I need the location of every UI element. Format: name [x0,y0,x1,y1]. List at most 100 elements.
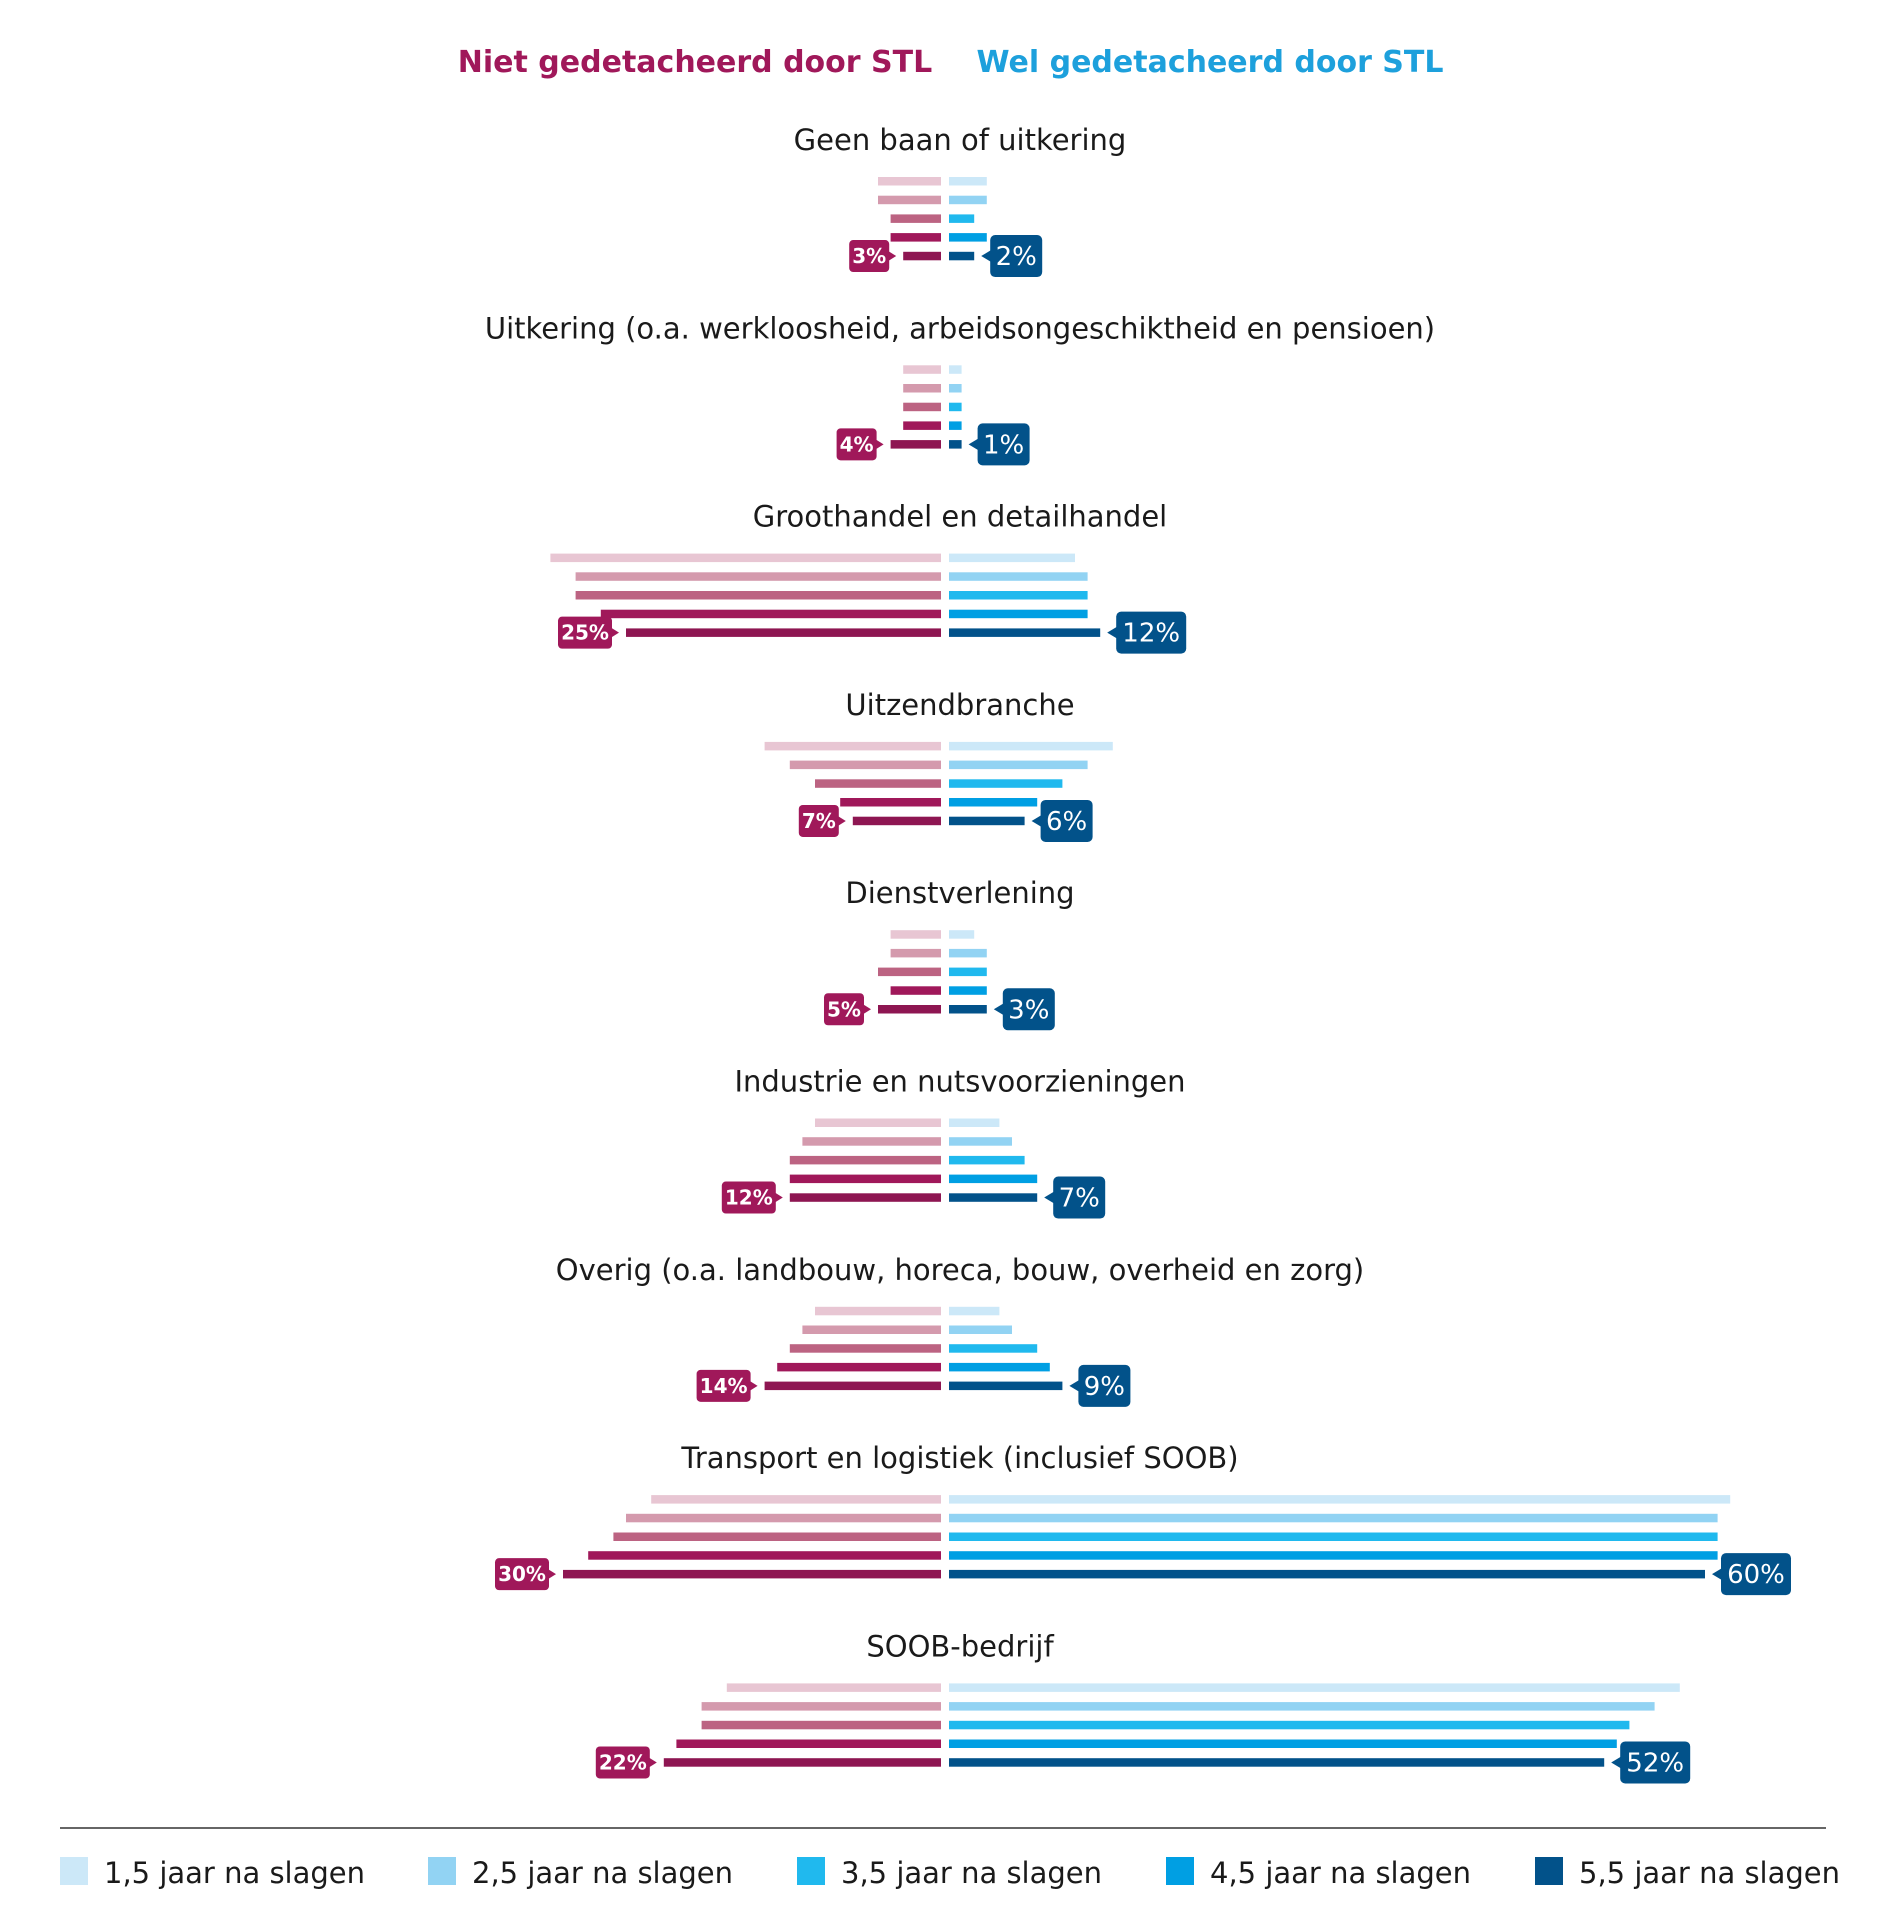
bar-wel-2 [949,1137,1012,1146]
bar-niet-1 [903,365,941,374]
bar-wel-4 [949,1739,1617,1748]
wel-badge-pointer [1611,1756,1622,1769]
bar-niet-4 [777,1362,941,1372]
bar-niet-3 [815,779,941,788]
bar-niet-5 [890,440,941,449]
bar-wel-5 [949,1569,1705,1579]
legend-swatch [797,1857,825,1885]
niet-value-badge [595,1746,650,1779]
bar-niet-1 [890,930,941,939]
legend-item: 4,5 jaar na slagen [1166,1856,1471,1890]
bar-wel-1 [949,1495,1731,1504]
bar-wel-3 [949,402,962,412]
category-title: SOOB-bedrijf [866,1629,1054,1663]
niet-value-label: 5% [827,997,861,1021]
bar-niet-4 [789,1174,941,1184]
category-group: Groothandel en detailhandel 25% 12% [550,500,1187,654]
legend-swatch [1535,1857,1563,1885]
wel-value-label: 3% [1008,995,1049,1025]
bar-niet-3 [789,1344,941,1353]
wel-badge-pointer [1031,814,1042,827]
bar-wel-5 [949,1193,1038,1202]
bar-niet-3 [789,1155,941,1165]
bar-niet-2 [701,1702,941,1711]
niet-badge-pointer [648,1757,657,1768]
category-title: Geen baan of uitkering [794,123,1127,157]
bar-wel-1 [949,741,1113,751]
niet-value-label: 25% [561,621,609,645]
niet-value-label: 30% [498,1562,546,1586]
bar-niet-4 [890,986,941,995]
bar-wel-4 [949,421,962,430]
wel-badge-pointer [1712,1568,1722,1581]
wel-value-label: 6% [1046,807,1087,837]
wel-value-label: 60% [1727,1560,1785,1590]
category-group: Industrie en nutsvoorzieningen 12% 7% [721,1065,1186,1219]
niet-badge-pointer [875,439,884,450]
niet-value-label: 4% [840,432,874,456]
niet-value-badge [798,804,839,837]
bar-wel-4 [949,986,987,995]
legend-swatch [428,1857,456,1885]
niet-badge-pointer [888,251,897,262]
wel-value-label: 9% [1084,1372,1125,1402]
bar-niet-3 [890,214,941,223]
wel-value-badge [1002,988,1055,1031]
bar-wel-5 [949,1005,987,1014]
niet-value-badge [495,1558,549,1591]
category-title: Transport en logistiek (inclusief SOOB) [680,1441,1238,1475]
niet-value-badge [849,240,890,273]
category-title: Overig (o.a. landbouw, horeca, bouw, ove… [556,1253,1364,1287]
niet-value-label: 3% [852,244,886,268]
wel-value-badge [1721,1553,1791,1596]
wel-badge-pointer [1044,1191,1055,1204]
legend-item: 2,5 jaar na slagen [428,1856,733,1890]
bar-wel-1 [949,365,962,374]
bar-wel-5 [949,440,962,449]
bar-niet-1 [815,1118,941,1127]
bar-niet-1 [550,553,941,563]
wel-value-badge [1040,799,1093,842]
wel-value-label: 52% [1626,1748,1684,1778]
bar-niet-4 [588,1551,941,1560]
bar-wel-5 [949,628,1101,637]
bar-niet-4 [840,798,941,807]
niet-value-badge [721,1181,776,1214]
bar-wel-4 [949,233,987,242]
category-group: Dienstverlening 5% 3% [824,876,1075,1031]
bar-niet-4 [890,233,941,242]
bar-wel-3 [949,1720,1630,1730]
left-group-title: Niet gedetacheerd door STL [458,45,932,80]
bar-niet-2 [789,760,941,770]
bar-niet-5 [903,251,941,261]
legend-item: 3,5 jaar na slagen [797,1856,1102,1890]
bar-wel-2 [949,384,962,393]
bar-niet-3 [575,591,941,600]
bar-wel-4 [949,1362,1050,1372]
bar-niet-1 [651,1495,941,1504]
bar-niet-5 [563,1569,941,1579]
wel-value-badge [1078,1364,1131,1407]
category-title: Groothandel en detailhandel [753,500,1167,534]
wel-badge-pointer [968,438,979,451]
bar-wel-1 [949,930,975,939]
legend-swatch [1166,1857,1194,1885]
category-group: Uitkering (o.a. werkloosheid, arbeidsong… [485,311,1435,466]
niet-value-label: 7% [802,809,836,833]
bar-wel-3 [949,779,1063,788]
bar-wel-1 [949,1306,1000,1316]
bar-niet-1 [878,177,941,186]
bar-wel-4 [949,1174,1038,1184]
bar-niet-1 [764,741,941,751]
niet-badge-pointer [749,1380,758,1391]
legend-item: 1,5 jaar na slagen [60,1856,365,1890]
legend: 1,5 jaar na slagen 2,5 jaar na slagen 3,5 … [60,1856,1840,1890]
category-group: Uitzendbranche 7% 6% [764,688,1113,842]
bar-niet-5 [878,1005,941,1014]
niet-value-label: 12% [725,1186,773,1210]
bar-wel-2 [949,195,987,205]
bar-wel-2 [949,1513,1718,1523]
wel-badge-pointer [1107,626,1118,639]
bar-niet-2 [802,1137,941,1146]
legend-label: 5,5 jaar na slagen [1579,1856,1840,1890]
